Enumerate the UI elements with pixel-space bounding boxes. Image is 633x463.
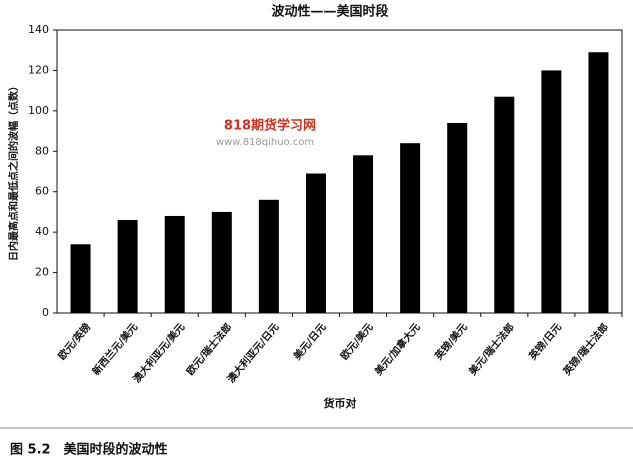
bar xyxy=(211,211,232,313)
bar xyxy=(353,155,374,313)
x-tick-label: 欧元/瑞士法郎 xyxy=(184,321,235,378)
bar xyxy=(447,122,468,313)
y-tick-label: 0 xyxy=(42,306,49,319)
y-tick-label: 20 xyxy=(35,266,49,279)
x-tick-label: 美元/日元 xyxy=(291,321,329,363)
bar xyxy=(164,215,185,313)
y-tick-label: 100 xyxy=(28,104,49,117)
watermark-url: www.818qihuo.com xyxy=(216,137,314,148)
y-tick-label: 140 xyxy=(28,23,49,36)
bar xyxy=(305,173,326,313)
bar xyxy=(494,96,515,313)
bar xyxy=(70,244,91,313)
x-tick-label: 美元/瑞士法郎 xyxy=(466,321,517,378)
y-tick-label: 80 xyxy=(35,144,49,157)
bar xyxy=(541,70,562,313)
x-tick-label: 美元/加拿大元 xyxy=(372,321,423,378)
bar xyxy=(400,143,421,313)
bar xyxy=(588,52,609,313)
x-tick-label: 英镑/美元 xyxy=(431,321,470,364)
x-tick-label: 英镑/日元 xyxy=(525,321,564,364)
figure-caption: 图 5.2 美国时段的波动性 xyxy=(10,442,168,458)
y-tick-label: 60 xyxy=(35,185,49,198)
bar xyxy=(117,220,138,313)
x-tick-label: 欧元/美元 xyxy=(338,321,376,363)
plot-frame xyxy=(56,29,623,314)
y-tick-label: 40 xyxy=(35,225,49,238)
watermark: 818期货学习网 xyxy=(224,118,316,134)
x-tick-label: 英镑/瑞士法郎 xyxy=(560,321,612,379)
y-axis-label: 日内最高点和最低点之间的波幅（点数） xyxy=(7,81,20,261)
x-axis-label: 货币对 xyxy=(323,396,357,410)
x-tick-label: 新西兰元/美元 xyxy=(89,321,140,378)
bar xyxy=(258,199,279,313)
y-tick-label: 120 xyxy=(28,63,49,76)
x-tick-label: 欧元/英镑 xyxy=(55,321,93,363)
chart-title: 波动性——美国时段 xyxy=(271,4,388,20)
